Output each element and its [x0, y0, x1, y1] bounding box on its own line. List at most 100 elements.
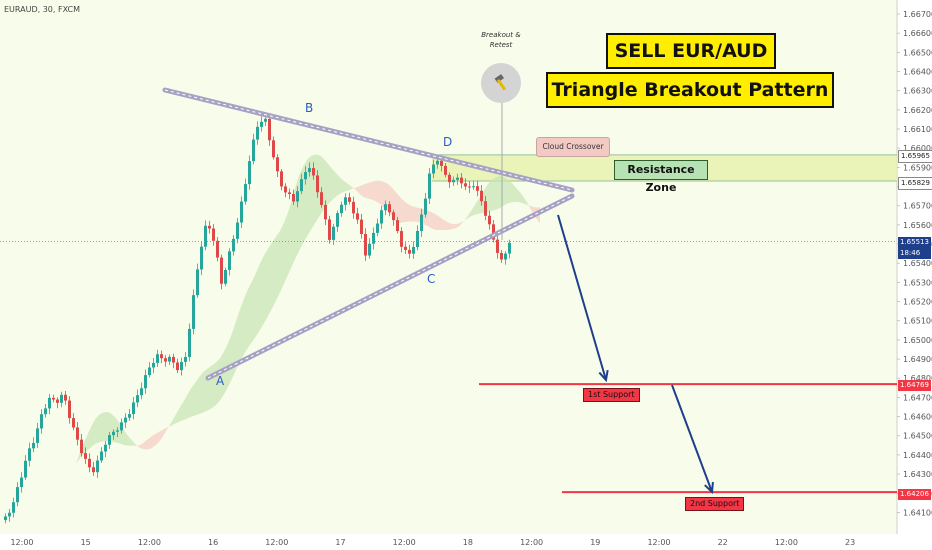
- candle-body: [216, 240, 219, 258]
- candle-body: [256, 126, 259, 140]
- candle-body: [180, 361, 183, 371]
- candle-body: [272, 140, 275, 158]
- candle-body: [244, 184, 247, 202]
- candle-body: [468, 186, 471, 188]
- cloud-segment: [448, 222, 452, 230]
- support-2-price-tag: 1.64206: [898, 489, 931, 500]
- cloud-segment: [344, 180, 348, 192]
- candle-body: [480, 190, 483, 202]
- candle-body: [152, 362, 155, 368]
- candle-body: [488, 215, 491, 225]
- headline-title: SELL EUR/AUD: [606, 33, 776, 69]
- time-tick-label: 12:00: [393, 538, 416, 547]
- time-tick-label: 12:00: [775, 538, 798, 547]
- candle-body: [48, 397, 51, 409]
- time-tick-label: 12:00: [138, 538, 161, 547]
- candle-body: [224, 269, 227, 284]
- time-tick-label: 17: [335, 538, 345, 547]
- cloud-segment: [412, 206, 416, 222]
- candle-body: [192, 295, 195, 329]
- cloud-segment: [516, 187, 520, 203]
- cloud-segment: [168, 421, 172, 428]
- price-tick-label: 1.65300: [903, 278, 932, 287]
- candle-body: [108, 435, 111, 445]
- candle-body: [148, 367, 151, 376]
- candle-body: [312, 168, 315, 176]
- cloud-segment: [428, 210, 432, 229]
- candle-body: [16, 487, 19, 503]
- price-tick-label: 1.66600: [903, 29, 932, 38]
- cloud-segment: [460, 220, 464, 226]
- candle-body: [188, 328, 191, 357]
- candle-body: [112, 431, 115, 436]
- cloud-segment: [264, 248, 268, 324]
- candle-body: [320, 192, 323, 205]
- resistance-zone-label: Resistance Zone: [614, 160, 708, 194]
- cloud-segment: [184, 393, 188, 420]
- cloud-segment: [292, 185, 296, 266]
- cloud-segment: [400, 196, 404, 223]
- candle-body: [64, 394, 67, 401]
- cloud-segment: [300, 164, 304, 250]
- cloud-segment: [308, 155, 312, 235]
- candle-body: [284, 186, 287, 193]
- candle-body: [236, 222, 239, 239]
- point-d-label: D: [443, 135, 453, 149]
- support-1-label: 1st Support: [583, 388, 640, 402]
- price-tick-label: 1.65900: [903, 163, 932, 172]
- cloud-segment: [96, 414, 100, 444]
- candle-body: [60, 394, 63, 403]
- cloud-segment: [416, 207, 420, 223]
- candle-body: [240, 201, 243, 223]
- price-tick-label: 1.65200: [903, 298, 932, 307]
- resistance-bottom-price-tag: 1.65829: [898, 177, 932, 190]
- cloud-segment: [124, 430, 128, 446]
- cloud-segment: [464, 215, 468, 221]
- price-tick-label: 1.64600: [903, 413, 932, 422]
- cloud-segment: [236, 309, 240, 370]
- triangle-lines: [162, 87, 575, 381]
- candle-body: [76, 427, 79, 440]
- cloud-segment: [528, 204, 532, 212]
- candle-body: [328, 219, 331, 240]
- candle-body: [308, 168, 311, 173]
- price-tick-label: 1.65700: [903, 202, 932, 211]
- cloud-segment: [488, 179, 492, 212]
- candle-body: [304, 172, 307, 180]
- cloud-segment: [148, 436, 152, 450]
- cloud-segment: [76, 452, 80, 464]
- candle-body: [260, 121, 263, 127]
- candle-body: [400, 231, 403, 247]
- price-axis-background[interactable]: [897, 0, 932, 550]
- breakout-retest-label: Breakout & Retest: [481, 31, 521, 49]
- candle-body: [464, 183, 467, 187]
- cloud-segment: [340, 177, 344, 194]
- cloud-segment: [188, 387, 192, 419]
- candle-body: [448, 174, 451, 183]
- cloud-segment: [176, 407, 180, 424]
- candle-body: [508, 242, 511, 254]
- candle-body: [484, 201, 487, 216]
- cloud-segment: [180, 400, 184, 422]
- cloud-segment: [104, 411, 108, 442]
- cloud-segment: [160, 429, 164, 441]
- hammer-icon[interactable]: [481, 63, 521, 103]
- candle-body: [44, 408, 47, 415]
- candle-body: [28, 448, 31, 461]
- price-tick-label: 1.64400: [903, 451, 932, 460]
- price-tick-label: 1.64900: [903, 355, 932, 364]
- cloud-segment: [228, 333, 232, 387]
- time-axis-ticks: 12:00 15 12:00 16 12:00 17 12:00 18 12:00 19 12:00…: [10, 538, 855, 547]
- arrow-to-support-2: [671, 384, 713, 493]
- current-price-value: 1.65513: [900, 238, 929, 246]
- time-axis-background[interactable]: [0, 534, 932, 550]
- cloud-segment: [320, 155, 324, 216]
- candle-body: [288, 192, 291, 195]
- cloud-segment: [356, 186, 360, 195]
- candlestick-series: [4, 113, 511, 524]
- time-tick-label: 15: [81, 538, 91, 547]
- candle-body: [4, 516, 7, 521]
- cloud-segment: [380, 180, 384, 209]
- candle-body: [204, 225, 207, 247]
- candle-body: [352, 201, 355, 214]
